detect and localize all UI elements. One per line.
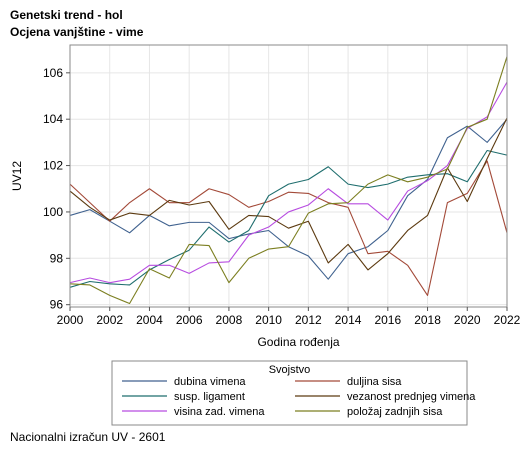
x-tick-label: 2008 xyxy=(216,313,243,327)
x-tick-label: 2018 xyxy=(414,313,441,327)
plot-area xyxy=(70,45,507,307)
chart-subtitle: Ocjena vanjštine - vime xyxy=(10,25,144,39)
x-tick-label: 2010 xyxy=(255,313,282,327)
plot-frame xyxy=(69,44,508,308)
x-tick-label: 2014 xyxy=(335,313,362,327)
y-tick-label: 98 xyxy=(50,251,64,265)
legend-title: Svojstvo xyxy=(269,364,311,376)
y-tick-label: 100 xyxy=(43,205,63,219)
x-tick-label: 2020 xyxy=(454,313,481,327)
footnote: Nacionalni izračun UV - 2601 xyxy=(10,430,166,444)
legend-label: vezanost prednjeg vimena xyxy=(347,391,476,403)
legend-label: susp. ligament xyxy=(174,391,245,403)
legend-label: položaj zadnjih sisa xyxy=(347,406,443,418)
x-tick-label: 2000 xyxy=(57,313,84,327)
legend-box xyxy=(111,360,468,426)
legend-label: visina zad. vimena xyxy=(174,406,265,418)
x-tick-label: 2006 xyxy=(176,313,203,327)
x-tick-label: 2004 xyxy=(136,313,163,327)
series-line-5 xyxy=(69,81,508,284)
series-line-2 xyxy=(69,160,508,296)
x-tick-label: 2012 xyxy=(295,313,322,327)
series-line-6 xyxy=(69,56,508,305)
chart-title: Genetski trend - hol xyxy=(10,8,123,22)
series-line-4 xyxy=(69,117,508,271)
y-axis-label: UV12 xyxy=(10,161,24,191)
x-axis-label: Godina rođenja xyxy=(257,335,339,349)
x-tick-label: 2022 xyxy=(494,313,521,327)
x-tick-label: 2002 xyxy=(96,313,123,327)
legend-label: duljina sisa xyxy=(347,376,402,388)
y-tick-label: 102 xyxy=(43,159,63,173)
y-tick-label: 96 xyxy=(50,298,64,312)
x-tick-label: 2016 xyxy=(374,313,401,327)
legend-label: dubina vimena xyxy=(174,376,246,388)
y-tick-label: 106 xyxy=(43,66,63,80)
y-tick-label: 104 xyxy=(43,112,63,126)
